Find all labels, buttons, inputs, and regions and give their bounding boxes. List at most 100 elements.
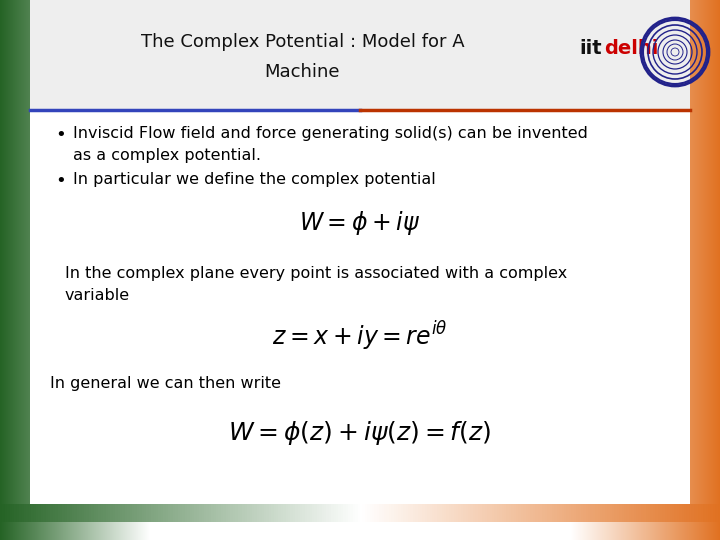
Bar: [506, 504, 510, 522]
Bar: [713, 0, 714, 540]
Bar: [144, 504, 148, 522]
Bar: [700, 0, 701, 540]
Bar: [245, 504, 248, 522]
Bar: [675, 504, 678, 522]
Bar: [21, 0, 22, 540]
Bar: [635, 0, 636, 540]
Bar: [307, 504, 310, 522]
Bar: [487, 504, 490, 522]
Bar: [413, 504, 416, 522]
Bar: [346, 504, 349, 522]
Bar: [439, 504, 443, 522]
Bar: [77, 0, 78, 540]
Bar: [698, 504, 702, 522]
Bar: [19, 504, 22, 522]
Bar: [633, 0, 634, 540]
Bar: [656, 0, 657, 540]
Bar: [621, 504, 625, 522]
Bar: [590, 504, 594, 522]
Bar: [607, 504, 611, 522]
Bar: [660, 0, 661, 540]
Bar: [670, 504, 673, 522]
Bar: [95, 0, 96, 540]
Bar: [65, 504, 68, 522]
Text: $z = x + iy = re^{i\theta}$: $z = x + iy = re^{i\theta}$: [272, 319, 448, 353]
Bar: [127, 0, 128, 540]
Bar: [477, 504, 481, 522]
Bar: [576, 504, 580, 522]
Bar: [88, 0, 89, 540]
Bar: [379, 504, 382, 522]
Bar: [715, 0, 716, 540]
Bar: [341, 504, 344, 522]
Bar: [178, 504, 181, 522]
Bar: [684, 504, 688, 522]
Bar: [153, 504, 157, 522]
Bar: [718, 0, 719, 540]
Bar: [581, 504, 584, 522]
Bar: [711, 504, 714, 522]
Bar: [672, 0, 673, 540]
Bar: [578, 0, 579, 540]
Bar: [641, 504, 644, 522]
Bar: [432, 504, 436, 522]
Bar: [684, 0, 685, 540]
Bar: [175, 504, 179, 522]
Bar: [605, 0, 606, 540]
Bar: [82, 0, 83, 540]
Bar: [461, 504, 464, 522]
Bar: [405, 504, 409, 522]
Bar: [20, 0, 21, 540]
Bar: [389, 504, 392, 522]
Bar: [644, 0, 645, 540]
Bar: [127, 504, 130, 522]
Bar: [16, 0, 17, 540]
Bar: [53, 0, 54, 540]
Bar: [72, 504, 76, 522]
Bar: [612, 0, 613, 540]
Bar: [113, 0, 114, 540]
Bar: [528, 504, 531, 522]
Bar: [685, 0, 686, 540]
Bar: [454, 504, 457, 522]
Bar: [225, 504, 229, 522]
Bar: [281, 504, 284, 522]
Bar: [360, 504, 364, 522]
Bar: [682, 0, 683, 540]
Bar: [141, 0, 142, 540]
Bar: [76, 0, 77, 540]
Bar: [98, 0, 99, 540]
Bar: [101, 0, 102, 540]
Bar: [554, 504, 558, 522]
Bar: [62, 0, 63, 540]
Bar: [266, 504, 270, 522]
Bar: [32, 0, 33, 540]
Bar: [608, 0, 609, 540]
Bar: [629, 0, 630, 540]
Bar: [567, 504, 570, 522]
Bar: [701, 0, 702, 540]
Bar: [617, 0, 618, 540]
Bar: [9, 0, 10, 540]
Bar: [670, 0, 671, 540]
Bar: [606, 0, 607, 540]
Bar: [29, 0, 30, 540]
Bar: [66, 0, 67, 540]
Bar: [22, 0, 23, 540]
Bar: [297, 504, 301, 522]
Bar: [647, 0, 648, 540]
Bar: [86, 504, 90, 522]
Bar: [114, 0, 115, 540]
Bar: [639, 0, 640, 540]
Bar: [437, 504, 440, 522]
Bar: [146, 0, 147, 540]
Text: The Complex Potential : Model for A: The Complex Potential : Model for A: [140, 33, 464, 51]
Bar: [616, 0, 617, 540]
Bar: [204, 504, 207, 522]
Bar: [696, 504, 699, 522]
Bar: [704, 0, 705, 540]
Bar: [492, 504, 495, 522]
Bar: [607, 0, 608, 540]
Bar: [116, 0, 117, 540]
Bar: [695, 0, 696, 540]
